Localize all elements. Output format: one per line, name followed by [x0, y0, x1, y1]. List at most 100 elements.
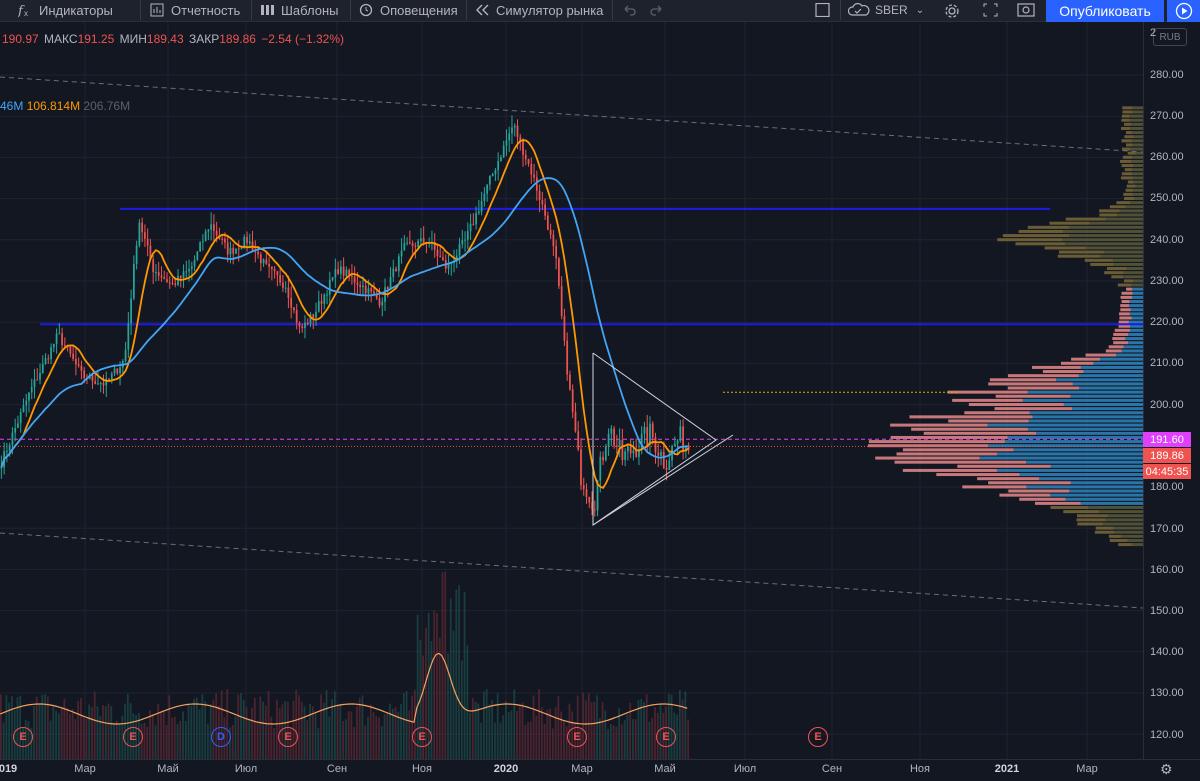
- fullscreen-button[interactable]: [983, 0, 1004, 20]
- volume-profile-bar-up: [1129, 300, 1143, 303]
- volume-profile-bar-up: [1079, 386, 1143, 390]
- earnings-event-marker[interactable]: E: [412, 727, 432, 747]
- candle-body: [105, 378, 108, 386]
- volume-profile-bar-up: [1078, 374, 1143, 378]
- volume-bar: [416, 614, 419, 759]
- candle-body: [511, 127, 513, 134]
- volume-bar: [386, 711, 389, 759]
- report-button[interactable]: Отчетность: [150, 0, 240, 20]
- layout-toggle-button[interactable]: [815, 0, 836, 20]
- earnings-event-marker[interactable]: E: [808, 727, 828, 747]
- change-value: −2.54 (−1.32%): [261, 32, 344, 46]
- alerts-button[interactable]: Оповещения: [359, 0, 458, 20]
- candle-body: [331, 277, 334, 280]
- volume-profile-bar-down: [1121, 139, 1132, 143]
- volume-profile-bar-down: [1121, 164, 1134, 168]
- volume-bar: [651, 717, 654, 759]
- earnings-event-marker[interactable]: E: [278, 727, 298, 747]
- volume-bar: [455, 589, 458, 759]
- candle-body: [91, 374, 94, 382]
- candle-body: [6, 450, 8, 452]
- volume-profile-bar-down: [1099, 209, 1120, 213]
- candle-body: [362, 285, 364, 288]
- volume-bar: [397, 711, 400, 759]
- candle-body: [502, 145, 505, 158]
- settings-button[interactable]: [944, 0, 965, 20]
- volume-bar: [33, 705, 35, 759]
- triangle-pattern: [592, 352, 717, 526]
- volume-bar: [378, 717, 380, 759]
- dividend-event-marker[interactable]: D: [211, 727, 231, 747]
- volume-bar: [345, 719, 347, 759]
- alert-price-label[interactable]: 191.60: [1143, 432, 1191, 447]
- volume-profile-bar-down: [1122, 110, 1133, 114]
- volume-bar: [41, 694, 44, 759]
- undo-icon: [622, 3, 638, 17]
- volume-profile-bar-down: [1065, 217, 1106, 221]
- volume-bar: [52, 706, 55, 759]
- earnings-event-marker[interactable]: E: [13, 727, 33, 747]
- screenshot-button[interactable]: [1017, 0, 1038, 20]
- candle-body: [190, 266, 193, 269]
- symbol-alert-button[interactable]: SBER ⌄: [847, 0, 924, 20]
- volume-bar: [176, 724, 179, 759]
- volume-bar: [444, 571, 447, 759]
- currency-badge[interactable]: RUB: [1153, 28, 1187, 46]
- price-axis[interactable]: [1143, 22, 1200, 759]
- volume-profile-bar-down: [868, 444, 989, 448]
- volume-profile-bar-down: [1121, 114, 1130, 118]
- volume-bar: [157, 703, 160, 759]
- volume-profile-bar-up: [1104, 250, 1143, 254]
- axis-settings-gear-icon[interactable]: ⚙: [1160, 761, 1173, 777]
- volume-profile-bar-down: [1027, 225, 1069, 229]
- volume-profile-bar-down: [1095, 526, 1114, 530]
- candle-body: [397, 256, 400, 272]
- earnings-event-marker[interactable]: E: [656, 727, 676, 747]
- volume-bar: [430, 641, 433, 759]
- volume-bar: [220, 690, 223, 759]
- redo-button[interactable]: [648, 0, 669, 20]
- volume-bar: [687, 719, 689, 759]
- volume-bar: [405, 691, 408, 759]
- candle-body: [337, 269, 339, 274]
- volume-profile-bar-down: [1113, 332, 1129, 336]
- volume-bar: [629, 702, 632, 759]
- volume-bar: [587, 693, 590, 759]
- volume-profile-bar-up: [1050, 464, 1143, 468]
- price-chart[interactable]: [0, 22, 1143, 759]
- volume-profile-bar-down: [1124, 197, 1135, 200]
- volume-bar: [93, 691, 96, 759]
- candle-body: [486, 184, 489, 194]
- svg-text:x: x: [24, 9, 28, 17]
- earnings-event-marker[interactable]: E: [123, 727, 143, 747]
- volume-bar: [49, 720, 52, 759]
- candle-body: [348, 269, 351, 276]
- volume-bar: [529, 721, 532, 759]
- candle-body: [580, 449, 582, 486]
- candle-body: [682, 426, 684, 452]
- price-tick: 270.00: [1150, 110, 1184, 122]
- volume-bar: [226, 689, 229, 759]
- volume-profile-bar-down: [994, 407, 1073, 411]
- volume-bar: [400, 704, 402, 759]
- templates-button[interactable]: Шаблоны: [260, 0, 339, 20]
- undo-button[interactable]: [622, 0, 643, 20]
- market-simulator-button[interactable]: Симулятор рынка: [475, 0, 603, 20]
- publish-button[interactable]: Опубликовать: [1046, 0, 1164, 22]
- volume-bar: [516, 711, 518, 759]
- volume-bar: [590, 702, 593, 759]
- candle-body: [279, 275, 282, 283]
- redo-icon: [648, 3, 664, 17]
- candle-body: [356, 282, 359, 286]
- candle-body: [298, 322, 301, 327]
- earnings-event-marker[interactable]: E: [567, 727, 587, 747]
- replay-button[interactable]: [1167, 0, 1200, 22]
- volume-bar: [626, 714, 629, 759]
- volume-profile-bar-up: [1129, 324, 1143, 328]
- volume-bar: [71, 709, 74, 759]
- candle-body: [684, 445, 687, 452]
- volume-profile-bar-up: [1036, 431, 1143, 435]
- candle-body: [17, 423, 19, 428]
- time-axis[interactable]: 019 Мар Май Июл Сен Ноя 2020 Мар Май Июл…: [0, 759, 1200, 781]
